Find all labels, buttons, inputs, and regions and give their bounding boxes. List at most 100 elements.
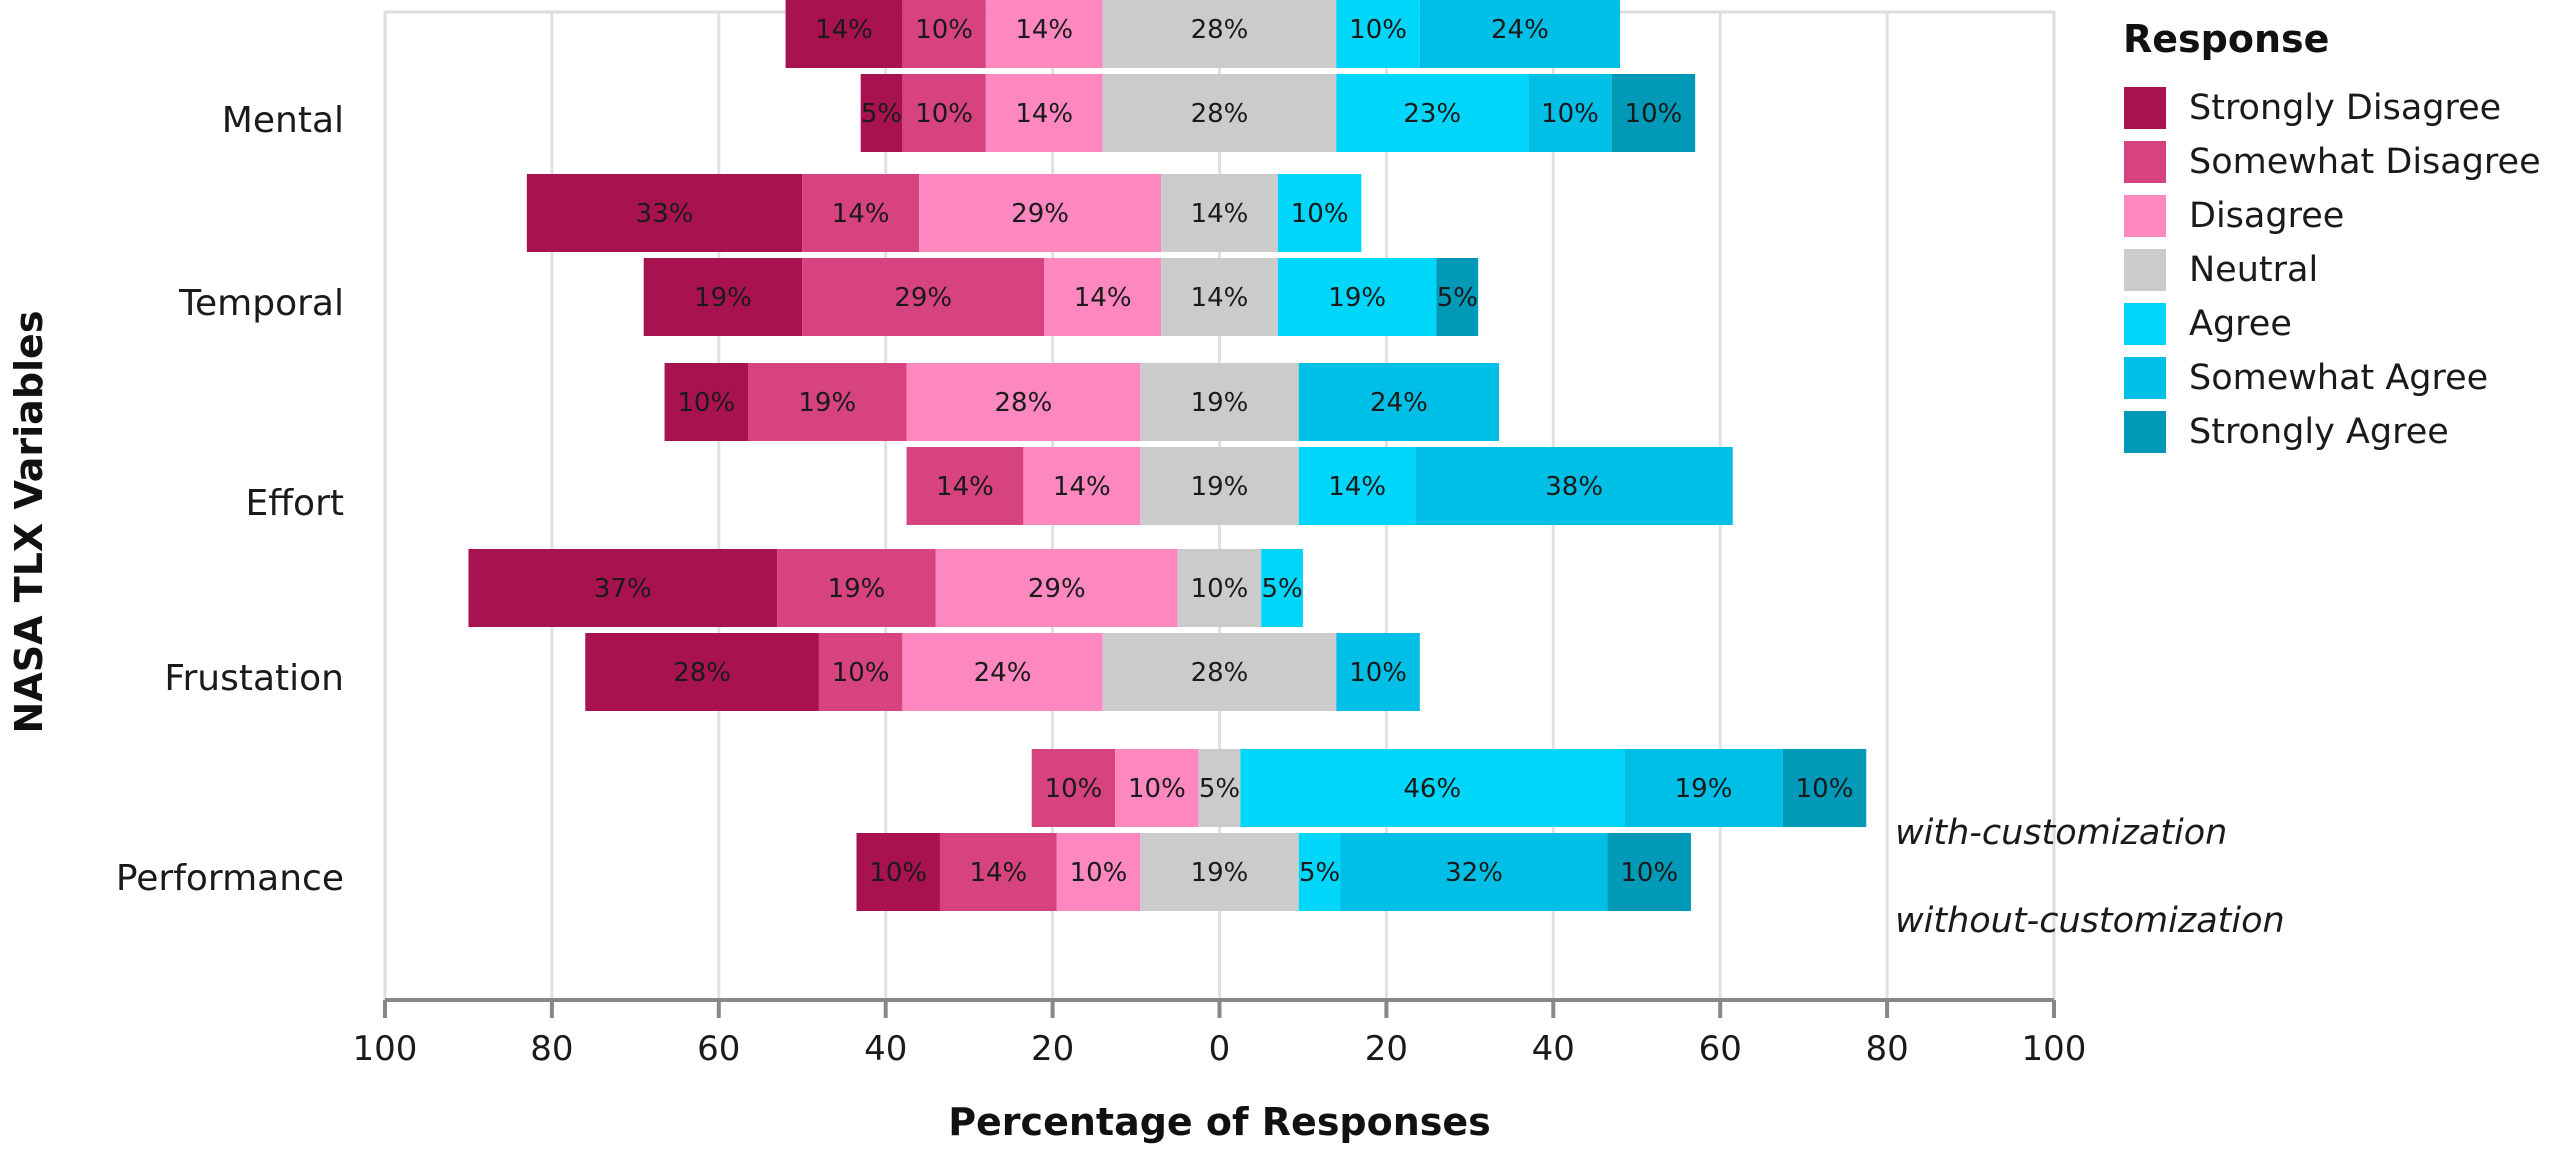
bar-segment-label: 24% bbox=[974, 658, 1032, 688]
bar-segment-label: 5% bbox=[1199, 774, 1240, 804]
bar-segment bbox=[664, 363, 749, 441]
legend-swatch bbox=[2124, 141, 2166, 183]
bar-segment bbox=[1277, 174, 1362, 252]
bar-segment-label: 10% bbox=[1070, 858, 1128, 888]
bar-segment-label: 5% bbox=[1299, 858, 1340, 888]
bar-segment bbox=[1336, 0, 1420, 68]
x-axis: 100 80 60 40 20 0 20 40 60 80 100 bbox=[353, 998, 2087, 1069]
bar-segment-label: 10% bbox=[1191, 574, 1249, 604]
bar-segment bbox=[777, 549, 936, 627]
x-tick-label: 60 bbox=[1699, 1029, 1742, 1069]
bar-segment-label: 19% bbox=[1328, 283, 1386, 313]
bar-segment bbox=[802, 258, 1045, 336]
bar-segment-label: 10% bbox=[1128, 774, 1186, 804]
bar-segment-label: 10% bbox=[915, 15, 973, 45]
bar-segment-label: 28% bbox=[1191, 99, 1249, 129]
bar-segment-label: 14% bbox=[815, 15, 873, 45]
bar-segment-label: 10% bbox=[1291, 199, 1349, 229]
group-labels: with-customization without-customization bbox=[1895, 813, 2285, 941]
bar-segment-label: 14% bbox=[1191, 283, 1249, 313]
bar-segment bbox=[526, 174, 803, 252]
bar-segment bbox=[1240, 749, 1625, 827]
x-tick-label: 0 bbox=[1209, 1029, 1231, 1069]
bar-segment-label: 10% bbox=[677, 388, 735, 418]
legend-swatch bbox=[2124, 195, 2166, 237]
bar-segment bbox=[1261, 549, 1303, 627]
x-tick-label: 40 bbox=[864, 1029, 907, 1069]
category-labels: Mental Temporal Effort Frustation Performanc… bbox=[116, 100, 344, 899]
bar-segment bbox=[785, 0, 903, 68]
x-axis-title: Percentage of Responses bbox=[948, 1100, 1491, 1144]
bar-segment bbox=[1336, 74, 1529, 152]
bar-segment-label: 33% bbox=[636, 199, 694, 229]
bar-segment bbox=[818, 633, 903, 711]
bar-segment-label: 29% bbox=[1011, 199, 1069, 229]
bar-segment-label: 46% bbox=[1403, 774, 1461, 804]
category-label: Frustation bbox=[164, 658, 344, 699]
bar-segment-label: 19% bbox=[1191, 858, 1249, 888]
bar-segment bbox=[860, 74, 903, 152]
bar-segment bbox=[1611, 74, 1696, 152]
legend: Response Strongly Disagree Somewhat Disag… bbox=[2123, 17, 2541, 453]
y-axis-title: NASA TLX Variables bbox=[7, 311, 51, 734]
bar-segment bbox=[902, 74, 986, 152]
bar-segment-label: 14% bbox=[969, 858, 1027, 888]
bar-segment bbox=[1415, 447, 1733, 525]
bar-segment-label: 19% bbox=[798, 388, 856, 418]
bar-segment bbox=[902, 633, 1103, 711]
bar-segment bbox=[919, 174, 1162, 252]
bar-segment-label: 14% bbox=[936, 472, 994, 502]
bar-segment bbox=[1782, 749, 1867, 827]
legend-label: Strongly Agree bbox=[2189, 412, 2449, 452]
legend-swatch bbox=[2124, 357, 2166, 399]
bar-segment bbox=[1161, 258, 1278, 336]
legend-label: Somewhat Disagree bbox=[2189, 142, 2541, 182]
bar-segment-label: 23% bbox=[1403, 99, 1461, 129]
x-tick-label: 20 bbox=[1365, 1029, 1408, 1069]
bar-segment-label: 38% bbox=[1545, 472, 1603, 502]
bar-segment-label: 10% bbox=[1796, 774, 1854, 804]
bar-segment-label: 28% bbox=[1191, 15, 1249, 45]
bar-segment-label: 19% bbox=[828, 574, 886, 604]
bar-segment-label: 10% bbox=[1620, 858, 1678, 888]
bar-segment-label: 10% bbox=[832, 658, 890, 688]
bar-segment bbox=[1607, 833, 1691, 911]
x-tick-label: 80 bbox=[530, 1029, 573, 1069]
bar-segment bbox=[1419, 0, 1621, 68]
bar-segment bbox=[1298, 833, 1341, 911]
bar-segment-label: 14% bbox=[1191, 199, 1249, 229]
bar-segment-label: 14% bbox=[1074, 283, 1132, 313]
bar-segment bbox=[1336, 633, 1420, 711]
bar-segment-label: 10% bbox=[915, 99, 973, 129]
bar-segment bbox=[1624, 749, 1783, 827]
bar-segment-label: 14% bbox=[1328, 472, 1386, 502]
x-tick-label: 100 bbox=[353, 1029, 418, 1069]
bar-segment-label: 24% bbox=[1370, 388, 1428, 418]
bar-segment-label: 10% bbox=[1349, 658, 1407, 688]
bar-segment-label: 14% bbox=[1015, 15, 1073, 45]
bar-segment-label: 28% bbox=[1191, 658, 1249, 688]
category-label: Temporal bbox=[178, 283, 344, 324]
legend-swatch bbox=[2124, 249, 2166, 291]
bar-segment bbox=[468, 549, 778, 627]
category-label: Performance bbox=[116, 858, 344, 899]
bar-segment-label: 10% bbox=[1625, 99, 1683, 129]
bar-segment bbox=[1140, 447, 1299, 525]
bar-segment-label: 14% bbox=[1053, 472, 1111, 502]
bar-segment bbox=[1115, 749, 1199, 827]
bar-segment bbox=[856, 833, 940, 911]
legend-label: Somewhat Agree bbox=[2189, 358, 2488, 398]
bar-segment bbox=[906, 363, 1141, 441]
bar-segment-label: 14% bbox=[1015, 99, 1073, 129]
group-label: without-customization bbox=[1895, 901, 2285, 941]
x-tick-label: 100 bbox=[2022, 1029, 2087, 1069]
bar-segment bbox=[902, 0, 986, 68]
bar-segment-label: 5% bbox=[861, 99, 902, 129]
bar-segment bbox=[1177, 549, 1262, 627]
bar-segment bbox=[939, 833, 1057, 911]
bar-segment bbox=[1298, 363, 1500, 441]
bar-segment bbox=[1102, 633, 1337, 711]
group-label: with-customization bbox=[1895, 813, 2227, 853]
bar-segment-label: 14% bbox=[832, 199, 890, 229]
